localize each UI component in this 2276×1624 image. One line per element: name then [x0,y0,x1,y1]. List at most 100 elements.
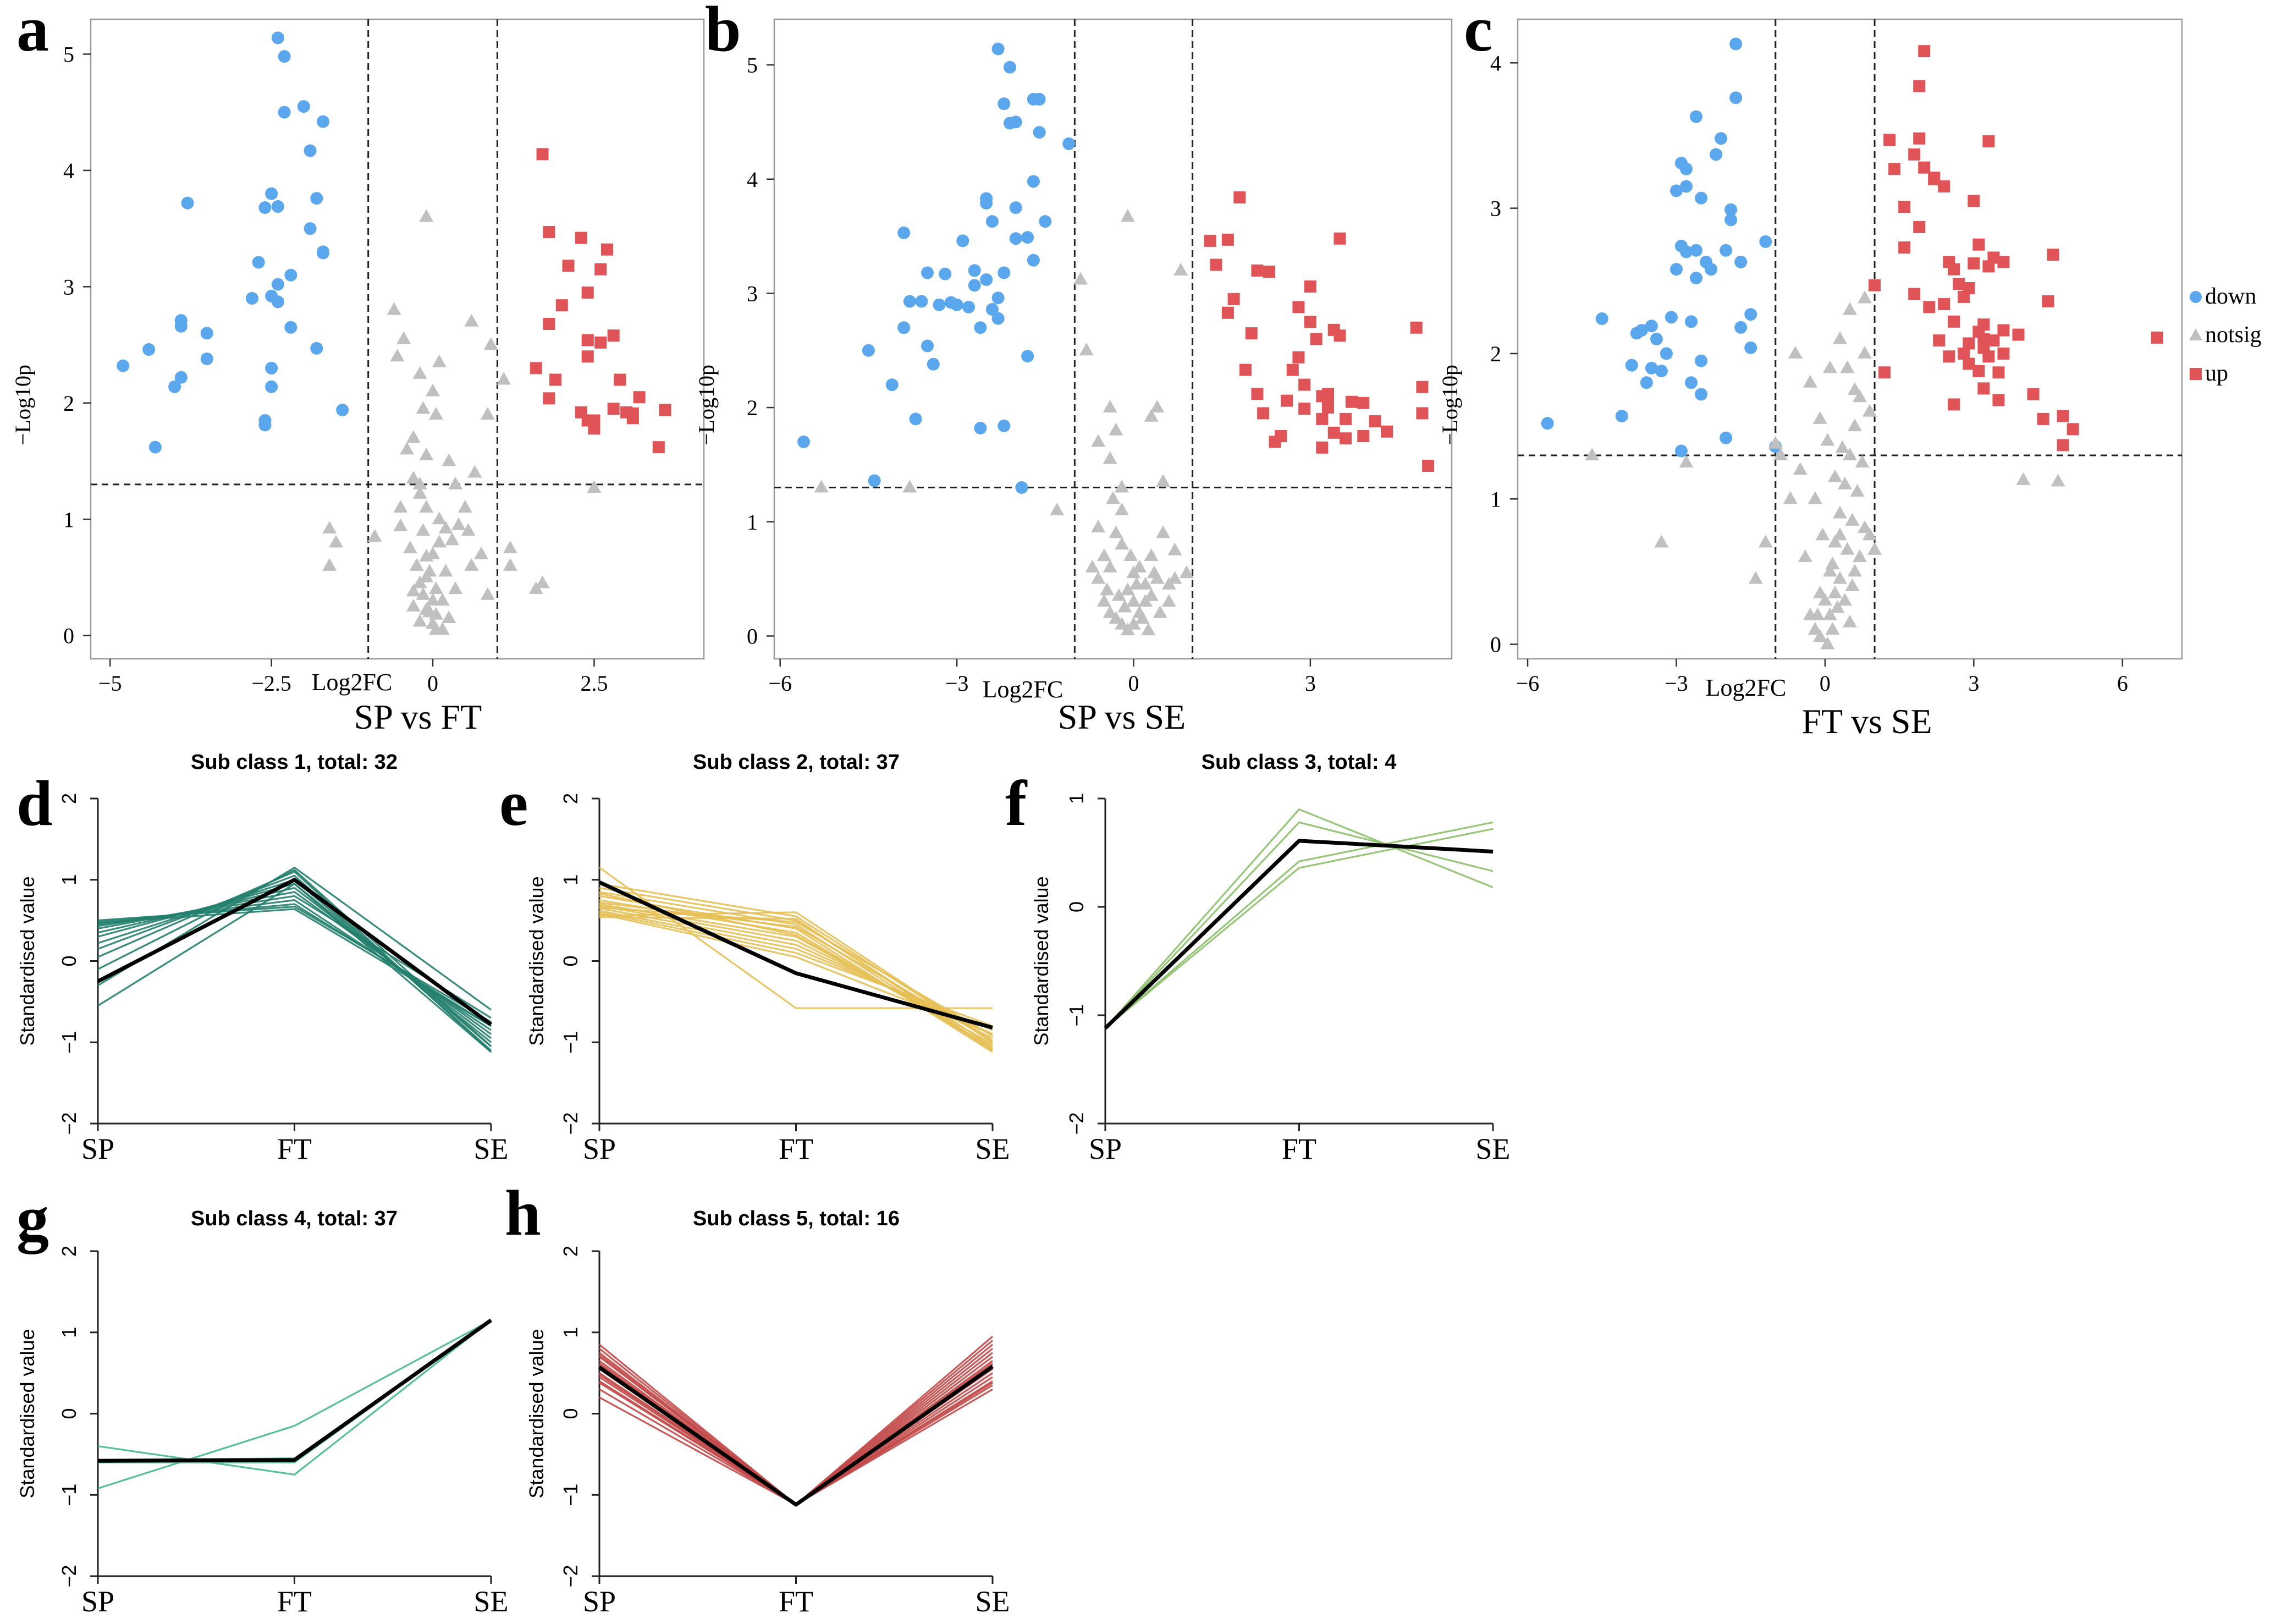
point-notsig [1758,535,1773,548]
point-down [304,144,317,157]
point-down [1004,60,1017,74]
point-down [985,303,999,316]
point-notsig [1173,262,1188,276]
point-notsig [428,581,443,594]
point-down [284,268,297,282]
legend-label: up [2205,361,2228,386]
point-notsig [480,406,495,420]
point-down [1033,126,1046,139]
point-down [1695,354,1708,367]
point-notsig [419,209,434,222]
point-notsig [1798,549,1812,562]
y-tick-label: −1 [559,1031,582,1054]
member-profile-line [599,1360,993,1506]
point-down [1734,321,1748,334]
y-tick-label: −2 [559,1112,582,1135]
point-down [317,246,330,260]
point-notsig [1096,594,1111,607]
point-up [2047,249,2059,261]
y-tick-label: 3 [63,274,74,299]
point-notsig [1835,440,1850,453]
point-down [336,403,349,416]
point-up [1972,326,1985,338]
member-profile-line [599,1348,993,1506]
x-tick-label: −3 [1665,671,1688,696]
member-profile-line [97,908,492,1027]
point-notsig [1825,622,1840,635]
member-profile-line [599,1356,993,1506]
point-up [1292,351,1305,364]
point-down [148,441,162,454]
point-up [1286,364,1299,376]
y-tick-label: −1 [58,1484,80,1506]
point-down [1729,91,1743,104]
member-profile-line [97,1319,492,1476]
point-notsig [1858,345,1872,359]
point-notsig [587,480,602,493]
point-up [1913,80,1926,92]
point-up [1327,426,1340,439]
point-up [1298,403,1311,415]
point-up [1878,366,1891,379]
point-up [607,403,620,415]
point-up [1333,329,1346,342]
point-up [2151,331,2163,344]
member-profile-line [1104,821,1494,1029]
point-notsig [1141,623,1156,636]
point-up [588,414,600,427]
point-notsig [1654,535,1669,548]
point-notsig [1832,571,1847,584]
panel-label: d [16,767,53,839]
member-profile-line [599,1340,994,1506]
point-notsig [1848,419,1862,432]
point-notsig [445,532,460,546]
point-up [652,441,665,454]
point-notsig [1845,578,1860,591]
x-tick-label: −5 [98,671,122,696]
point-up [1963,337,1975,350]
point-notsig [1585,447,1600,460]
point-down [1027,175,1040,188]
point-notsig [1827,469,1842,482]
x-tick-label: SE [1475,1132,1510,1165]
point-notsig [458,500,472,513]
point-notsig [448,581,463,594]
point-down [271,295,284,309]
point-down [1690,271,1703,284]
point-up [549,373,562,386]
point-down [1645,361,1658,375]
point-up [1987,251,2000,264]
point-notsig [1079,343,1094,356]
cluster-plot-d: −2 −1 0 1 2 SP FT SE Standardised value Sub class… [16,751,509,1165]
panel-label: b [705,0,741,65]
point-up [1968,195,1980,207]
point-up [1304,280,1316,293]
chart-title: Sub class 4, total: 37 [191,1207,398,1230]
point-up [1918,45,1931,58]
point-down [1027,254,1040,267]
point-up [1381,425,1393,438]
point-up [1997,347,2010,360]
point-notsig [1126,594,1141,607]
point-up [1292,301,1305,313]
point-up [1943,350,1955,363]
point-up [1221,233,1234,246]
point-up [1898,241,1911,254]
point-up [1357,430,1370,443]
point-notsig [1103,451,1117,464]
member-profile-line [97,1319,492,1489]
point-notsig [419,602,434,615]
point-down [278,50,291,63]
legend-label: notsig [2205,322,2262,348]
y-tick-label: −2 [58,1565,80,1587]
y-tick-label: 2 [1490,342,1501,366]
point-down [1734,255,1748,268]
point-notsig [412,614,427,627]
point-notsig [412,575,427,588]
point-down [297,100,310,113]
x-tick-label: FT [277,1585,312,1618]
point-down [174,371,188,384]
y-tick-label: −2 [58,1112,80,1135]
